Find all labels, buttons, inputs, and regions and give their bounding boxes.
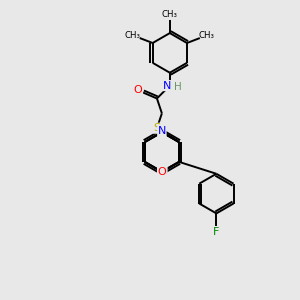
Text: N: N xyxy=(158,126,166,136)
Text: F: F xyxy=(213,227,220,237)
Text: H: H xyxy=(174,82,182,92)
Text: S: S xyxy=(153,123,161,133)
Text: N: N xyxy=(159,167,167,177)
Text: CH₃: CH₃ xyxy=(162,10,178,19)
Text: CH₃: CH₃ xyxy=(125,31,141,40)
Text: N: N xyxy=(163,81,171,91)
Text: O: O xyxy=(134,85,142,94)
Text: CH₃: CH₃ xyxy=(199,31,215,40)
Text: O: O xyxy=(158,167,166,177)
